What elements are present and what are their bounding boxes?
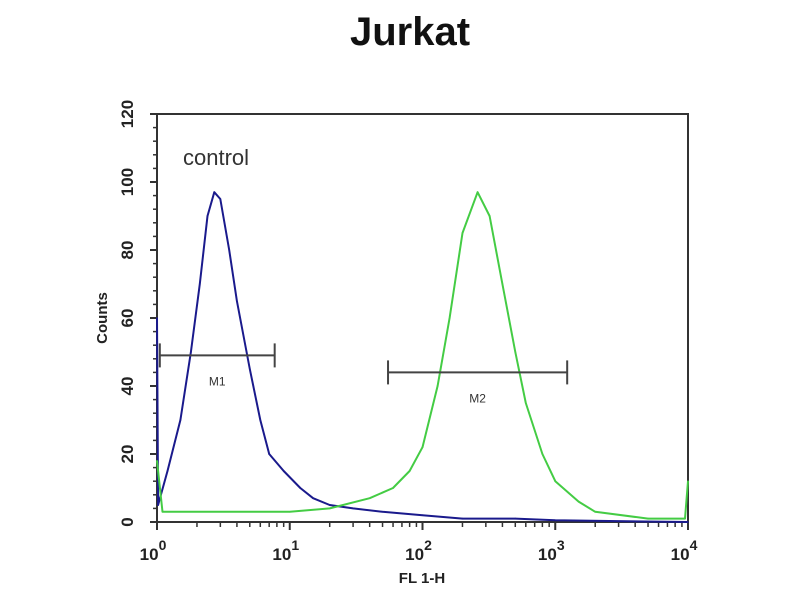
data-point	[421, 514, 424, 516]
tick-base: 10	[140, 545, 159, 564]
data-point	[282, 470, 285, 472]
tick-exponent: 0	[159, 537, 167, 553]
data-point	[190, 351, 192, 353]
data-point	[368, 497, 371, 500]
data-point	[554, 519, 557, 522]
tick-exponent: 3	[557, 537, 565, 553]
data-point	[514, 517, 517, 520]
data-point	[268, 453, 270, 455]
data-point	[541, 453, 544, 455]
x-tick-label: 104	[671, 537, 698, 564]
x-tick-label: 100	[140, 537, 167, 564]
tick-base: 10	[405, 545, 424, 564]
y-tick-label: 80	[118, 241, 137, 260]
x-tick-label: 101	[272, 537, 299, 564]
data-point	[421, 446, 424, 449]
data-point	[198, 283, 201, 285]
data-point	[436, 385, 439, 387]
data-point	[524, 402, 527, 404]
data-point	[157, 504, 159, 506]
data-point	[684, 517, 686, 520]
data-point	[299, 487, 302, 489]
data-point	[236, 300, 238, 302]
y-tick-label: 60	[118, 309, 137, 328]
tick-exponent: 2	[424, 537, 432, 553]
tick-base: 10	[538, 545, 557, 564]
y-tick-label: 120	[118, 100, 137, 128]
data-point	[328, 504, 331, 506]
data-point	[408, 470, 411, 472]
data-point	[166, 470, 169, 472]
data-point	[213, 191, 216, 193]
gate-label: M2	[469, 391, 486, 405]
data-point	[514, 351, 517, 353]
data-point	[647, 517, 649, 520]
x-tick-label: 102	[405, 537, 432, 564]
chart-title: Jurkat	[350, 10, 470, 54]
y-tick-label: 0	[118, 517, 137, 526]
data-point	[206, 215, 209, 217]
data-point	[448, 317, 451, 319]
data-point	[219, 198, 222, 200]
data-point	[488, 215, 491, 217]
tick-exponent: 4	[690, 537, 698, 553]
data-point	[461, 517, 464, 520]
tick-base: 10	[272, 545, 291, 564]
data-point	[161, 511, 164, 513]
data-point	[248, 368, 251, 370]
y-tick-label: 40	[118, 377, 137, 396]
data-point	[554, 480, 557, 483]
data-point	[156, 460, 158, 462]
data-point	[179, 419, 182, 421]
control-annotation: control	[183, 145, 249, 170]
data-point	[594, 511, 597, 513]
data-point	[476, 191, 479, 193]
gate-label: M1	[209, 374, 226, 388]
tick-base: 10	[671, 545, 690, 564]
y-axis-label: Counts	[94, 292, 111, 344]
data-point	[461, 232, 464, 234]
y-tick-label: 100	[118, 168, 137, 196]
data-point	[328, 507, 331, 510]
data-point	[577, 500, 580, 503]
data-point	[156, 317, 158, 319]
data-point	[392, 487, 394, 489]
data-point	[352, 507, 354, 510]
data-point	[228, 249, 231, 251]
tick-exponent: 1	[291, 537, 299, 553]
x-tick-label: 103	[538, 537, 565, 564]
x-axis-label: FL 1-H	[399, 570, 445, 587]
data-point	[501, 283, 504, 285]
data-point	[381, 511, 384, 513]
data-point	[259, 419, 262, 421]
data-point	[288, 511, 291, 513]
control-histogram-line	[156, 191, 689, 523]
plot-frame	[156, 113, 689, 523]
data-point	[687, 480, 689, 483]
data-point	[687, 521, 689, 523]
y-tick-label: 20	[118, 445, 137, 464]
data-point	[312, 497, 314, 500]
